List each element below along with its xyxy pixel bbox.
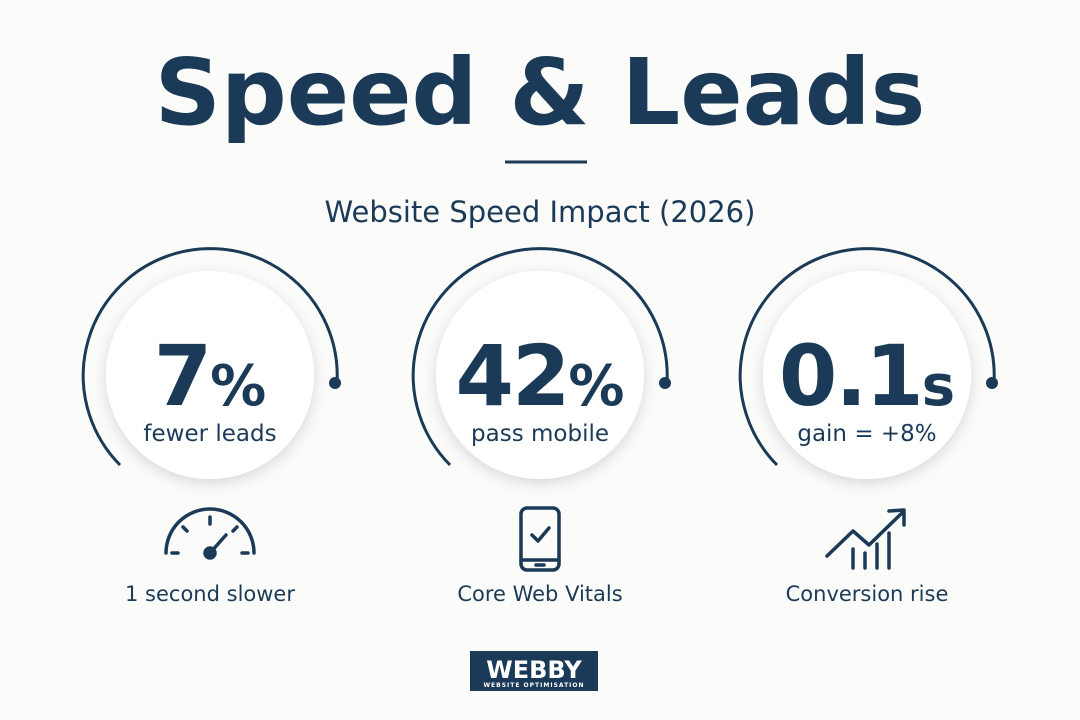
stat-label: gain = +8%	[797, 421, 936, 447]
logo-tagline: WEBSITE OPTIMISATION	[483, 682, 584, 689]
arc-dot	[329, 377, 341, 389]
growth-icon	[825, 508, 906, 570]
stat-caption: Core Web Vitals	[457, 582, 622, 606]
stat-label: fewer leads	[143, 421, 276, 447]
stat: 0.1s gain = +8% Conversion rise	[738, 247, 998, 606]
arc-dot	[986, 377, 998, 389]
stat-caption: Conversion rise	[786, 582, 949, 606]
arc	[738, 247, 996, 467]
arc	[81, 247, 339, 467]
stat-caption: 1 second slower	[125, 582, 295, 606]
stat-value: 7%	[154, 327, 267, 425]
stat-unit: %	[210, 354, 266, 419]
stat-value: 0.1s	[779, 327, 955, 425]
stat-number: 7	[154, 327, 210, 425]
stat-circle	[436, 271, 644, 479]
logo-box	[470, 651, 598, 691]
subtitle: Website Speed Impact (2026)	[325, 195, 756, 229]
stat: 42% pass mobile Core Web Vitals	[411, 247, 671, 606]
phone-icon	[519, 506, 561, 572]
stat-number: 0.1	[779, 327, 922, 425]
stat-number: 42	[455, 327, 568, 425]
stat-unit: %	[568, 354, 624, 419]
stat-value: 42%	[455, 327, 624, 425]
stat-circle	[763, 271, 971, 479]
gauge-icon	[164, 507, 256, 560]
arc-dot	[659, 377, 671, 389]
stat-unit: s	[922, 354, 955, 419]
title: Speed & Leads	[155, 39, 926, 146]
stat: 7% fewer leads 1 second slower	[81, 247, 341, 606]
stat-circle	[106, 271, 314, 479]
arc	[411, 247, 669, 467]
logo-name: WEBBY	[486, 656, 582, 684]
stat-label: pass mobile	[471, 421, 609, 447]
